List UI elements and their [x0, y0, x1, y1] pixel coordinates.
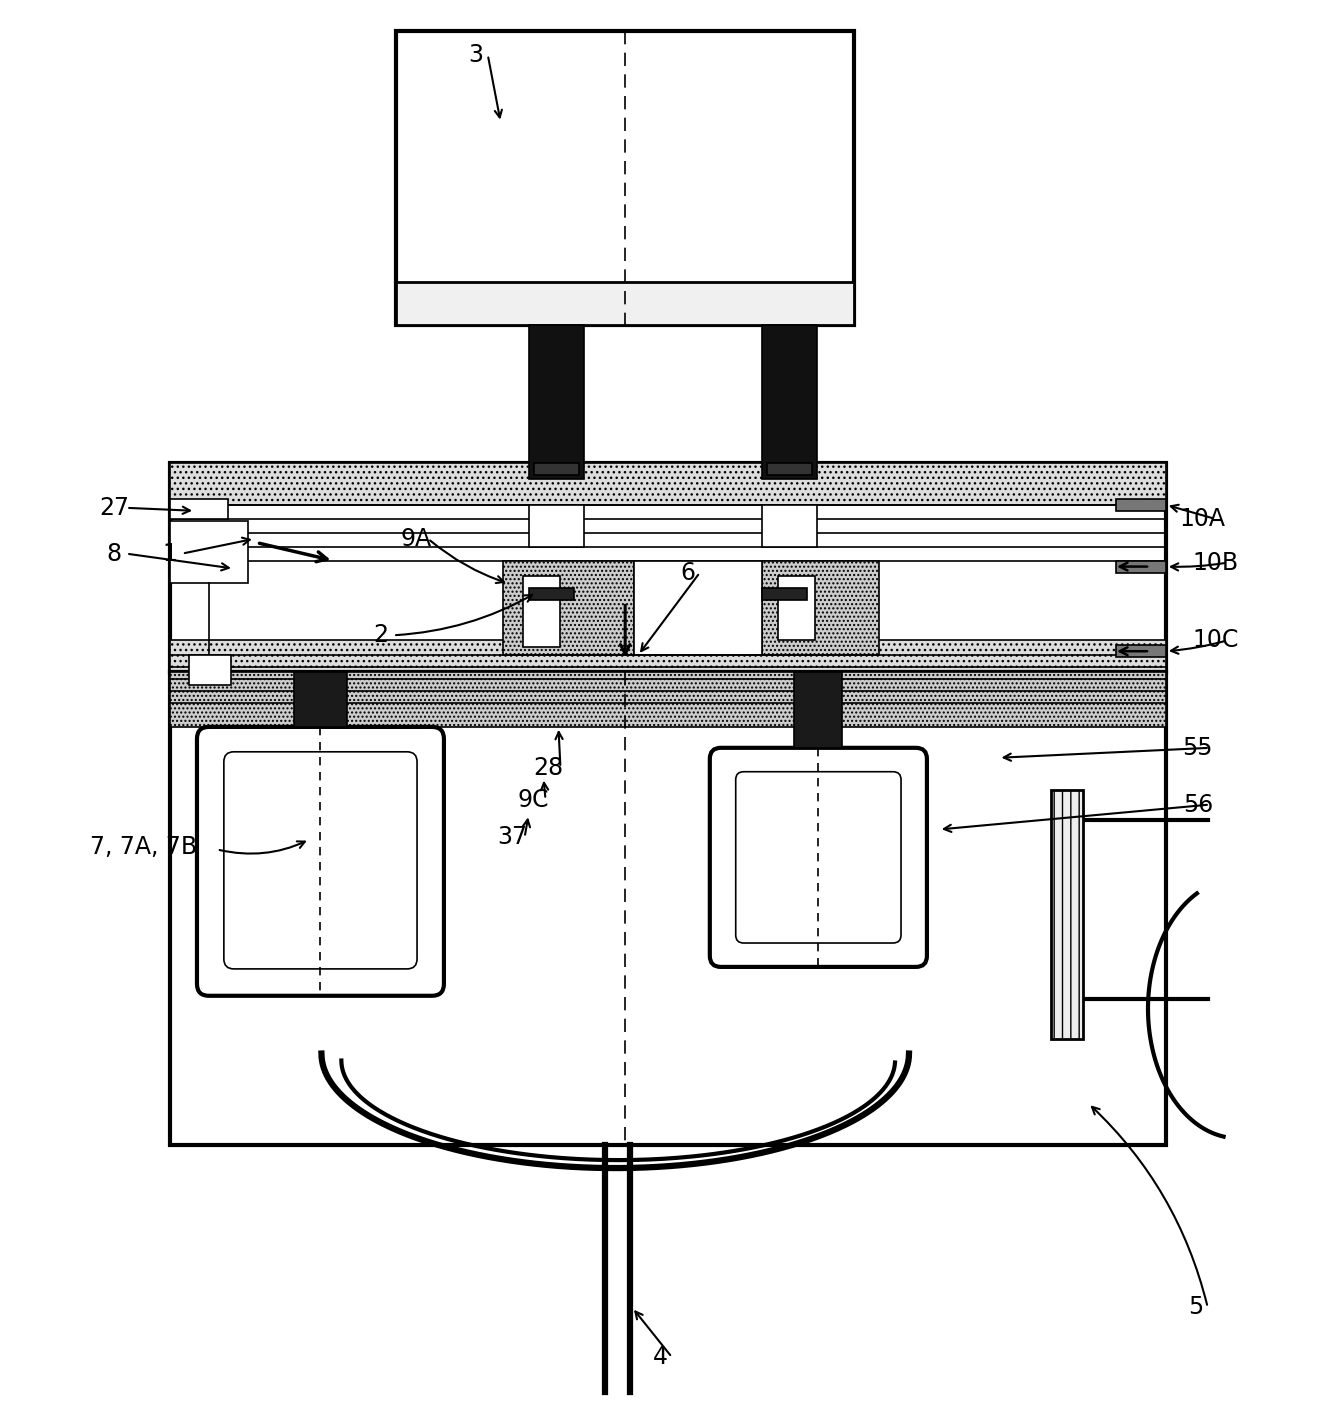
Bar — [1052, 790, 1083, 1038]
Bar — [170, 672, 1165, 727]
Text: 10A: 10A — [1180, 507, 1226, 531]
Bar — [503, 560, 634, 655]
FancyBboxPatch shape — [736, 772, 901, 943]
Text: 5: 5 — [1188, 1295, 1203, 1319]
Bar — [1116, 499, 1165, 511]
Text: 6: 6 — [681, 560, 696, 584]
Bar — [534, 463, 579, 476]
FancyBboxPatch shape — [198, 727, 445, 996]
Text: 27: 27 — [99, 495, 129, 519]
Bar — [529, 505, 585, 546]
Bar — [794, 672, 842, 748]
Bar — [761, 325, 817, 478]
FancyBboxPatch shape — [710, 748, 926, 967]
Bar — [1116, 560, 1165, 573]
Bar — [170, 499, 228, 519]
Bar — [396, 282, 854, 325]
Bar — [761, 588, 808, 601]
Text: 10B: 10B — [1192, 550, 1239, 574]
Bar — [529, 325, 585, 478]
Text: 56: 56 — [1183, 793, 1214, 817]
Bar — [761, 505, 817, 546]
Bar — [1116, 645, 1165, 658]
Text: 4: 4 — [653, 1345, 668, 1369]
Text: 1: 1 — [163, 542, 178, 566]
Bar — [529, 588, 574, 601]
Text: 37: 37 — [498, 825, 527, 849]
Text: 9C: 9C — [518, 787, 549, 811]
Bar — [294, 672, 347, 727]
Bar — [761, 560, 880, 655]
Text: 28: 28 — [534, 756, 563, 780]
Bar — [170, 641, 1165, 672]
Text: 10C: 10C — [1192, 628, 1239, 652]
Text: 2: 2 — [374, 624, 388, 648]
Bar — [396, 31, 854, 325]
Bar — [170, 521, 248, 583]
Bar — [777, 576, 816, 641]
Text: 8: 8 — [107, 542, 121, 566]
Bar — [634, 560, 761, 655]
FancyBboxPatch shape — [224, 752, 417, 969]
Text: 55: 55 — [1183, 735, 1214, 759]
Bar — [190, 655, 231, 686]
Bar — [170, 463, 1165, 505]
Bar — [766, 463, 813, 476]
Bar — [170, 672, 1165, 1146]
Text: 3: 3 — [469, 42, 483, 66]
Bar — [170, 463, 1165, 672]
Bar — [522, 576, 561, 648]
Text: 7, 7A, 7B: 7, 7A, 7B — [91, 835, 198, 859]
Text: 9A: 9A — [400, 526, 431, 550]
